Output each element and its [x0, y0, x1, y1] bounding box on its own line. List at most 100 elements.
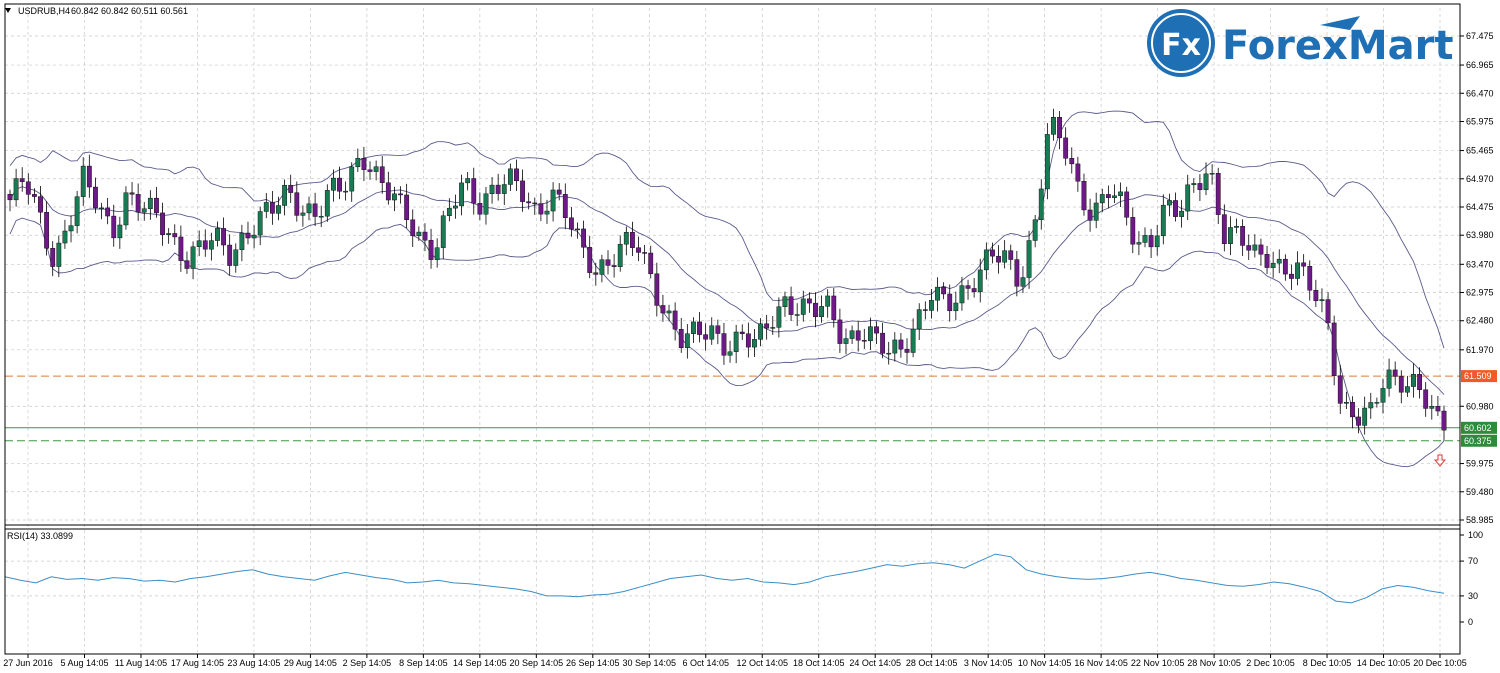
candle-bull	[1044, 134, 1050, 190]
candle-bear	[630, 231, 635, 248]
level-tag-60.375	[1461, 434, 1497, 447]
candle-bull	[886, 352, 892, 355]
candle-bear	[1356, 416, 1361, 426]
candle-bull	[684, 333, 690, 348]
candle-bull	[501, 184, 507, 194]
candle-bear	[1069, 158, 1075, 165]
candle-bear	[312, 203, 318, 217]
candle-bull	[758, 323, 763, 340]
candle-bear	[1423, 389, 1429, 409]
price-tick-label: 58.985	[1466, 515, 1494, 525]
candle-bear	[1301, 262, 1307, 267]
candle-bull	[1319, 299, 1325, 302]
candle-bear	[422, 231, 428, 241]
candle-bull	[1179, 210, 1185, 217]
candle-bull	[1362, 407, 1368, 426]
time-tick-label: 26 Sep 14:05	[566, 658, 620, 668]
rsi-tick-label: 0	[1468, 617, 1473, 627]
candle-bull	[892, 339, 898, 354]
candle-bull	[306, 203, 312, 214]
candle-bear	[471, 178, 477, 204]
candle-bear	[1063, 137, 1069, 159]
candle-bear	[831, 295, 837, 321]
candle-bull	[1136, 242, 1142, 245]
candle-bull	[599, 259, 605, 275]
dropdown-triangle-icon[interactable]	[5, 8, 11, 13]
forexmart-logo: Fx ForexMart	[1147, 9, 1453, 77]
time-tick-label: 30 Sep 14:05	[622, 658, 676, 668]
candle-bear	[568, 217, 574, 230]
bollinger-lower-line	[9, 217, 1445, 468]
candle-bear	[654, 273, 660, 306]
candle-bull	[929, 300, 934, 311]
candle-bear	[1081, 181, 1087, 211]
candle-bull	[1099, 194, 1105, 204]
candle-bear	[337, 177, 342, 192]
candle-bear	[398, 193, 403, 196]
candle-bull	[276, 205, 281, 214]
time-tick-label: 8 Sep 14:05	[399, 658, 448, 668]
rsi-line	[4, 553, 1445, 604]
candle-bear	[129, 192, 135, 195]
candle-bear	[135, 194, 141, 213]
candle-bear	[636, 247, 641, 253]
level-tag-label-61.509: 61.509	[1464, 371, 1492, 381]
candle-bull	[1020, 277, 1026, 287]
candle-bear	[1282, 258, 1288, 275]
candle-bull	[1026, 240, 1032, 278]
candle-bull	[1368, 402, 1374, 409]
candle-bull	[782, 296, 788, 307]
candle-bear	[1307, 266, 1313, 291]
price-tick-label: 65.975	[1466, 116, 1494, 126]
candle-bear	[1148, 235, 1154, 248]
time-tick-label: 12 Oct 14:05	[736, 658, 788, 668]
candle-bull	[459, 182, 464, 207]
candle-bull	[117, 224, 123, 239]
candle-bull	[331, 177, 336, 191]
candle-bear	[990, 249, 995, 257]
time-tick-label: 8 Dec 10:05	[1303, 658, 1352, 668]
candle-bull	[910, 328, 916, 353]
candle-bull	[1167, 200, 1172, 206]
candle-bull	[935, 286, 940, 301]
chart-symbol-label: USDRUB,H4	[18, 6, 70, 16]
time-tick-label: 24 Oct 14:05	[849, 658, 901, 668]
candle-bear	[428, 240, 434, 260]
candle-bear	[202, 240, 208, 250]
candle-bull	[1038, 188, 1044, 220]
candle-bull	[190, 246, 196, 269]
candle-bull	[1142, 235, 1148, 243]
candle-bear	[1130, 217, 1136, 245]
time-tick-label: 2 Sep 14:05	[343, 658, 392, 668]
candle-bear	[1398, 376, 1404, 393]
candle-bull	[324, 190, 330, 217]
rsi-tick-label: 70	[1468, 556, 1478, 566]
price-tick-label: 63.980	[1466, 230, 1494, 240]
candle-bear	[1014, 259, 1020, 287]
candle-bear	[538, 203, 544, 215]
time-tick-label: 6 Oct 14:05	[682, 658, 729, 668]
candle-bear	[44, 212, 50, 249]
price-tick-label: 60.980	[1466, 401, 1494, 411]
candle-bear	[477, 203, 483, 215]
candle-bear	[703, 334, 709, 340]
candle-bear	[172, 233, 178, 238]
candle-bull	[62, 230, 68, 244]
candle-bull	[1209, 173, 1215, 175]
candle-bear	[837, 319, 843, 344]
candle-bear	[672, 310, 678, 330]
candle-bull	[239, 232, 245, 250]
time-tick-label: 23 Aug 14:05	[227, 658, 280, 668]
price-tick-label: 63.470	[1466, 259, 1494, 269]
candle-bear	[861, 340, 867, 342]
candle-bear	[1075, 163, 1081, 182]
candle-bear	[855, 330, 861, 341]
candle-bull	[355, 158, 361, 168]
logo-name: ForexMart	[1222, 23, 1453, 69]
rsi-title: RSI(14) 33.0899	[7, 531, 73, 541]
candle-bull	[916, 309, 922, 330]
price-tick-label: 66.470	[1466, 88, 1494, 98]
level-tag-label-60.602: 60.602	[1464, 423, 1492, 433]
tick-labels: 67.475 66.965 66.470 65.975 65.465 64.970 64.4…	[3, 31, 1493, 668]
